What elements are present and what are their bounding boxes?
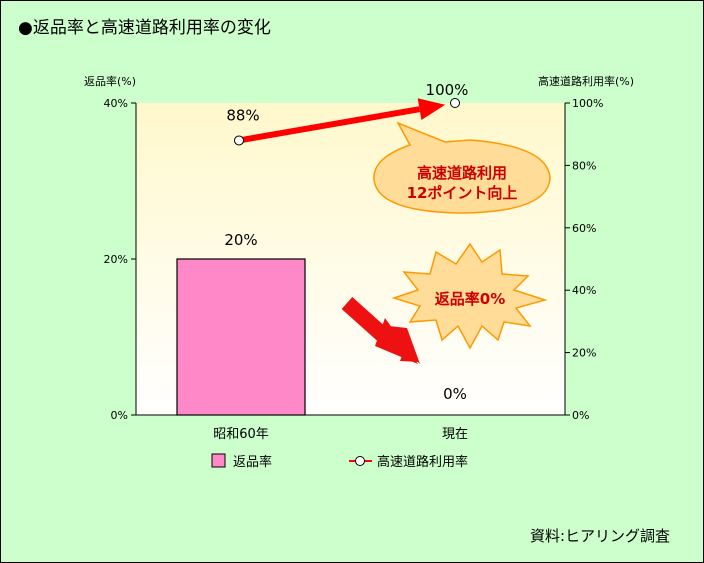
series-line	[238, 106, 421, 144]
bubble-line-2: 12ポイント向上	[407, 184, 518, 202]
right-tick-label: 100%	[572, 97, 603, 110]
left-tick-label: 40%	[104, 97, 128, 110]
right-axis-ticks: 0% 20% 40% 60% 80% 100%	[565, 97, 603, 422]
category-label: 現在	[442, 427, 468, 442]
left-tick-label: 20%	[104, 253, 128, 266]
line-value-label: 100%	[426, 81, 469, 99]
left-axis-ticks: 0% 20% 40%	[104, 97, 136, 422]
bar-value-label: 0%	[443, 385, 467, 403]
line-series	[234, 98, 460, 146]
source-note: 資料:ヒアリング調査	[530, 527, 670, 545]
legend-bar-label: 返品率	[233, 454, 272, 470]
line-point	[234, 135, 244, 146]
right-tick-label: 0%	[572, 409, 589, 422]
speech-bubble: 高速道路利用 12ポイント向上	[373, 121, 551, 214]
down-arrow-icon	[341, 297, 420, 364]
right-axis-title: 高速道路利用率(%)	[538, 74, 634, 88]
bar-series	[176, 258, 306, 416]
line-labels: 88% 100%	[226, 81, 468, 124]
starburst-text: 返品率0%	[435, 290, 505, 308]
left-axis-title: 返品率(%)	[84, 74, 136, 88]
starburst: 返品率0%	[391, 242, 548, 350]
category-label: 昭和60年	[213, 427, 269, 442]
legend-line-marker	[355, 456, 365, 466]
bar-value-label: 20%	[224, 231, 257, 249]
category-labels: 昭和60年 現在	[213, 427, 468, 442]
legend-line-label: 高速道路利用率	[377, 454, 468, 470]
series-line-arrowhead	[417, 98, 446, 120]
bubble-line-1: 高速道路利用	[417, 164, 507, 182]
bar-labels: 20% 0%	[224, 231, 467, 403]
right-tick-label: 60%	[572, 222, 596, 235]
line-value-label: 88%	[226, 106, 259, 124]
left-tick-label: 0%	[111, 409, 128, 422]
right-tick-label: 20%	[572, 347, 596, 360]
right-tick-label: 80%	[572, 159, 596, 172]
legend-bar-swatch	[211, 453, 226, 468]
right-tick-label: 40%	[572, 284, 596, 297]
line-point	[450, 98, 460, 108]
bar	[176, 258, 306, 416]
legend: 返品率 高速道路利用率	[211, 453, 468, 470]
chart-title: ●返品率と高速道路利用率の変化	[18, 18, 271, 38]
